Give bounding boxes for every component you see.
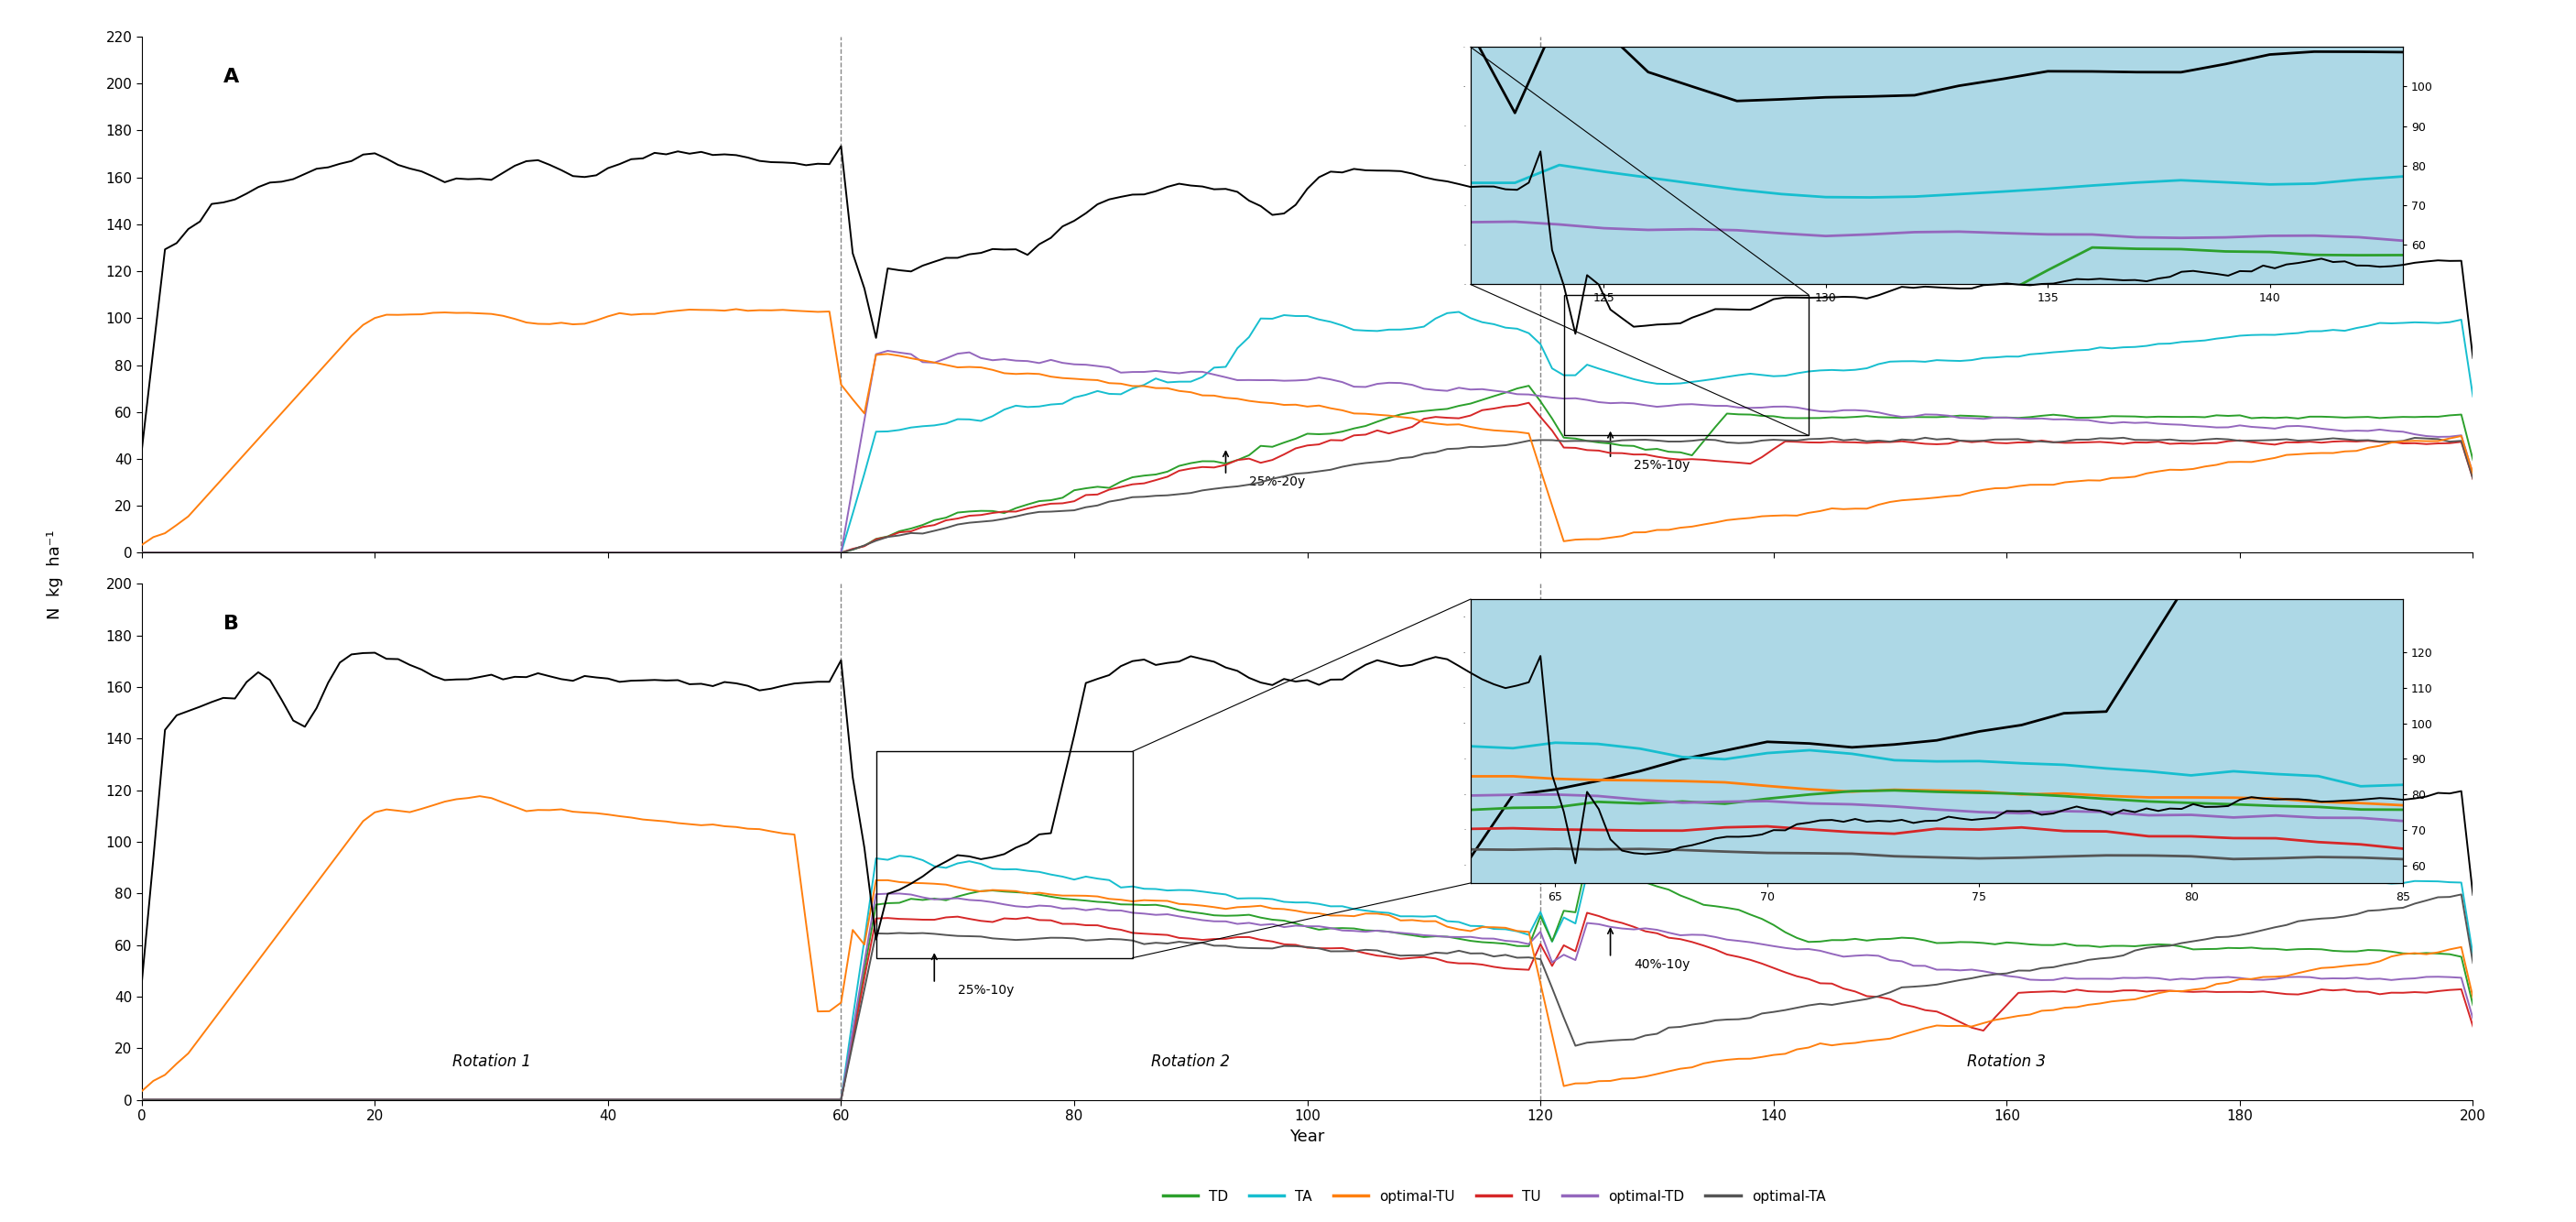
X-axis label: Year: Year	[1291, 1128, 1324, 1145]
Text: Rotation 1: Rotation 1	[451, 1053, 531, 1070]
Text: A: A	[224, 67, 240, 86]
Bar	[1564, 295, 1808, 435]
Text: B: B	[224, 615, 240, 633]
Text: 25%-10y: 25%-10y	[1633, 459, 1690, 472]
Text: 25%-20y: 25%-20y	[1249, 475, 1306, 488]
Text: Rotation 3: Rotation 3	[1968, 1053, 2045, 1070]
Bar	[876, 752, 1133, 958]
Text: 25%-10y: 25%-10y	[958, 984, 1015, 996]
Text: 40%-10y: 40%-10y	[1633, 958, 1690, 970]
Legend: TD, TA, optimal-TU, TU, optimal-TD, optimal-TA: TD, TA, optimal-TU, TU, optimal-TD, opti…	[1157, 1184, 1832, 1209]
Text: Rotation 2: Rotation 2	[1151, 1053, 1231, 1070]
Text: N  kg  ha⁻¹: N kg ha⁻¹	[46, 529, 62, 620]
